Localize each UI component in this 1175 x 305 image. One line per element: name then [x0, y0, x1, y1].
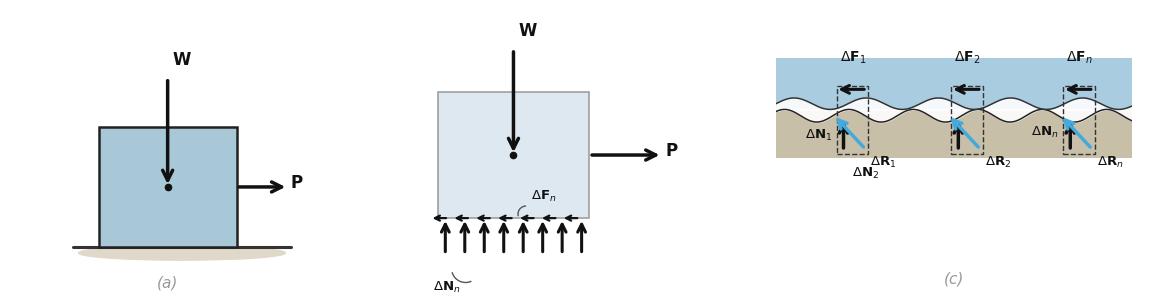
- Text: $\Delta\mathbf{R}_1$: $\Delta\mathbf{R}_1$: [871, 155, 897, 170]
- Text: $\mathbf{P}$: $\mathbf{P}$: [290, 174, 303, 192]
- Text: $\Delta\mathbf{N}_2$: $\Delta\mathbf{N}_2$: [852, 166, 880, 181]
- Text: (a): (a): [157, 275, 179, 290]
- Text: $\Delta\mathbf{N}_n$: $\Delta\mathbf{N}_n$: [1032, 125, 1059, 140]
- Text: $\Delta\mathbf{F}_n$: $\Delta\mathbf{F}_n$: [531, 189, 557, 204]
- Bar: [438, 92, 589, 218]
- Text: (c): (c): [945, 271, 965, 286]
- Bar: [952, 87, 983, 154]
- Text: $\Delta\mathbf{F}_1$: $\Delta\mathbf{F}_1$: [839, 50, 866, 66]
- Text: $\Delta\mathbf{R}_2$: $\Delta\mathbf{R}_2$: [986, 155, 1012, 170]
- Text: $\Delta\mathbf{F}_2$: $\Delta\mathbf{F}_2$: [954, 50, 981, 66]
- Bar: [837, 87, 868, 154]
- Bar: [1063, 87, 1095, 154]
- Text: $\mathbf{P}$: $\mathbf{P}$: [665, 142, 678, 160]
- Text: $\mathbf{W}$: $\mathbf{W}$: [517, 23, 537, 41]
- Text: $\Delta\mathbf{N}_1$: $\Delta\mathbf{N}_1$: [805, 128, 832, 143]
- Ellipse shape: [79, 246, 286, 260]
- Text: $\Delta\mathbf{F}_n$: $\Delta\mathbf{F}_n$: [1066, 50, 1093, 66]
- Bar: [99, 127, 236, 247]
- Bar: [777, 58, 1133, 109]
- Text: $\mathbf{W}$: $\mathbf{W}$: [173, 51, 192, 69]
- Text: $\Delta\mathbf{N}_n$: $\Delta\mathbf{N}_n$: [432, 280, 461, 295]
- Bar: [777, 109, 1133, 158]
- Text: $\Delta\mathbf{R}_n$: $\Delta\mathbf{R}_n$: [1097, 155, 1123, 170]
